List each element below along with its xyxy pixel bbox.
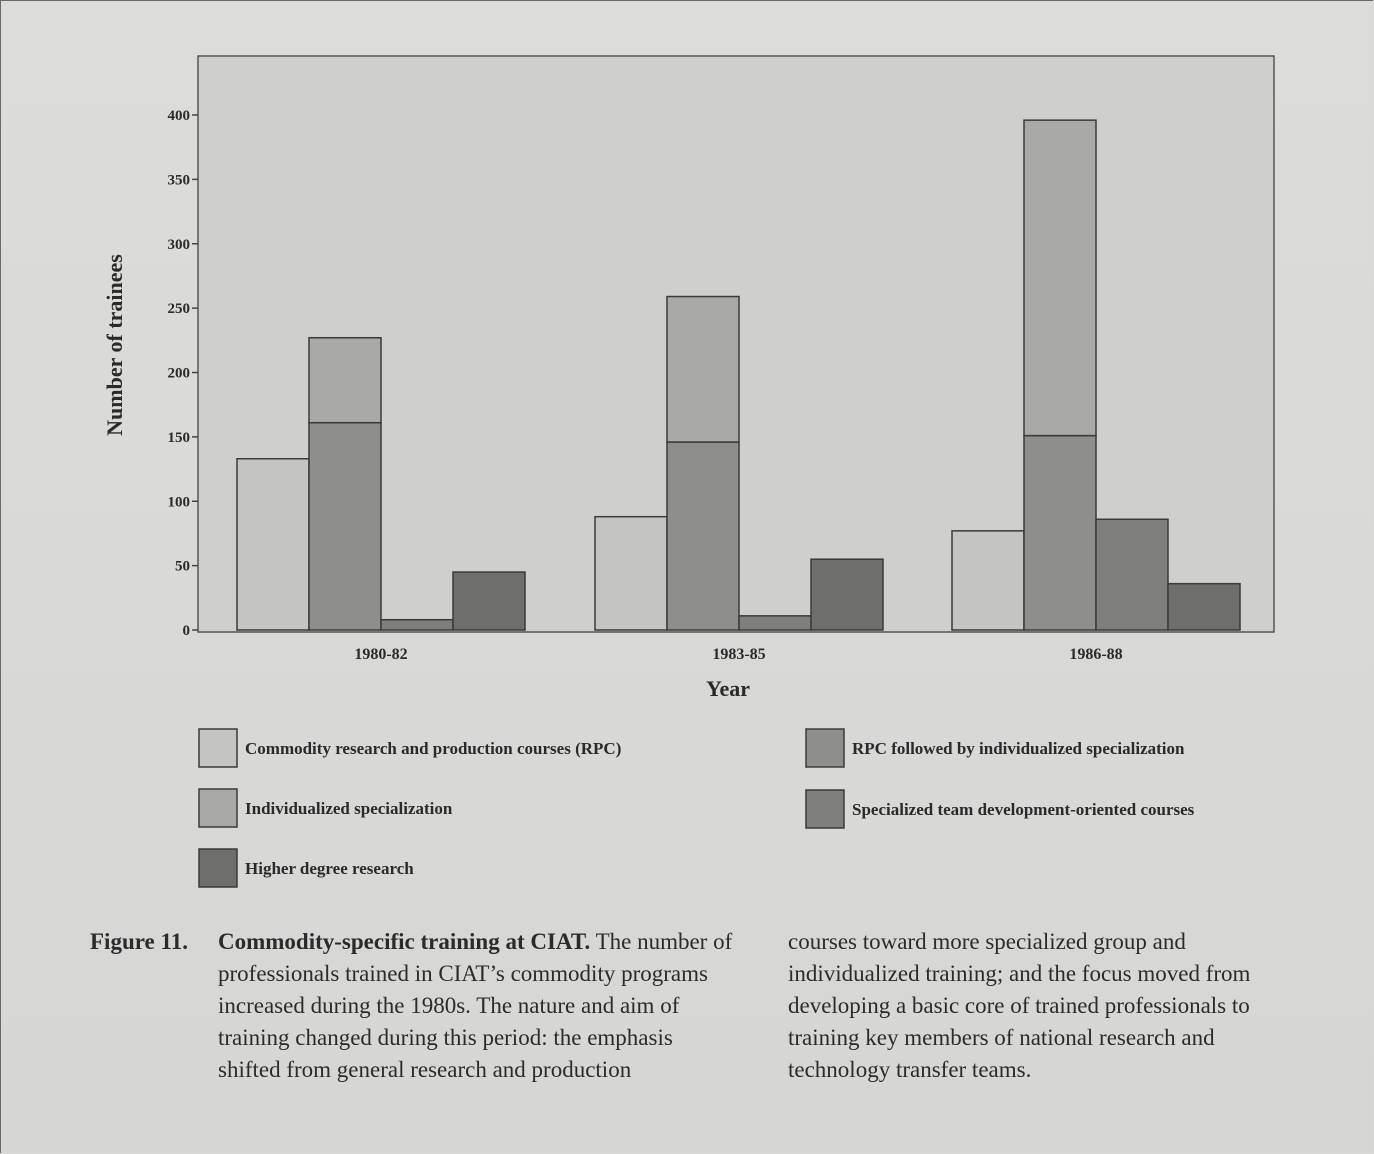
x-axis-title: Year (706, 676, 750, 701)
bar-individualized-specialization-1983-85 (666, 295, 740, 443)
legend-label-rpc-followed-by-individualized-specialization: RPC followed by individualized specializ… (852, 739, 1185, 758)
y-tick-label: 400 (168, 108, 191, 124)
x-tick-label: 1986-88 (1069, 646, 1122, 663)
bar-rpc-followed-by-individualized-specialization-1986-88 (1023, 434, 1097, 631)
legend-swatch-specialized-team-development-oriented-courses (805, 789, 845, 829)
bar-specialized-team-development-oriented-courses-1983-85 (738, 615, 812, 631)
caption-title: Commodity-specific training at CIAT. (218, 929, 591, 954)
caption-column-2: courses toward more specialized group an… (788, 929, 1251, 1082)
x-tick-label: 1980-82 (354, 646, 407, 663)
bar-higher-degree-research-1986-88 (1167, 582, 1241, 631)
y-tick-label: 50 (175, 559, 190, 575)
legend-label-commodity-research-and-production-courses-rpc: Commodity research and production course… (245, 739, 621, 758)
legend-swatch-individualized-specialization (198, 788, 238, 828)
y-axis: 0 50 100 150 200 250 300 350 400 (168, 108, 198, 639)
bar-specialized-team-development-oriented-courses-1986-88 (1095, 518, 1169, 631)
bar-commodity-research-and-production-courses-rpc-1986-88 (951, 530, 1025, 631)
bar-rpc-followed-by-individualized-specialization-1983-85 (666, 441, 740, 631)
y-tick-label: 250 (168, 301, 191, 317)
legend-swatch-rpc-followed-by-individualized-specialization (805, 728, 845, 768)
y-axis-title: Number of trainees (102, 254, 127, 436)
x-axis: 1980-82 1983-85 1986-88 (354, 646, 1122, 663)
legend-label-individualized-specialization: Individualized specialization (245, 799, 453, 818)
caption-label: Figure 11. (90, 929, 188, 954)
bar-higher-degree-research-1983-85 (810, 558, 884, 631)
bar-higher-degree-research-1980-82 (452, 571, 526, 631)
bar-specialized-team-development-oriented-courses-1980-82 (380, 618, 454, 631)
legend: Commodity research and production course… (198, 728, 1195, 888)
legend-swatch-higher-degree-research (198, 848, 238, 888)
bar-commodity-research-and-production-courses-rpc-1980-82 (236, 458, 310, 631)
bar-commodity-research-and-production-courses-rpc-1983-85 (594, 515, 668, 631)
caption-column-1: Commodity-specific training at CIAT. The… (218, 926, 738, 1086)
y-tick-label: 150 (168, 430, 191, 446)
bars (236, 119, 1241, 631)
y-tick-label: 300 (168, 237, 191, 253)
legend-label-specialized-team-development-oriented-courses: Specialized team development-oriented co… (852, 800, 1195, 819)
x-tick-label: 1983-85 (712, 646, 765, 663)
y-tick-label: 200 (168, 366, 191, 382)
caption-text-1: The number of professionals trained in C… (218, 929, 733, 1082)
bar-rpc-followed-by-individualized-specialization-1980-82 (308, 421, 382, 631)
bar-individualized-specialization-1980-82 (308, 336, 382, 424)
y-tick-label: 0 (183, 623, 191, 639)
legend-swatch-commodity-research-and-production-courses-rpc (198, 728, 238, 768)
legend-label-higher-degree-research: Higher degree research (245, 859, 414, 878)
y-tick-label: 350 (168, 172, 191, 188)
y-tick-label: 100 (168, 494, 191, 510)
bar-individualized-specialization-1986-88 (1023, 119, 1097, 437)
